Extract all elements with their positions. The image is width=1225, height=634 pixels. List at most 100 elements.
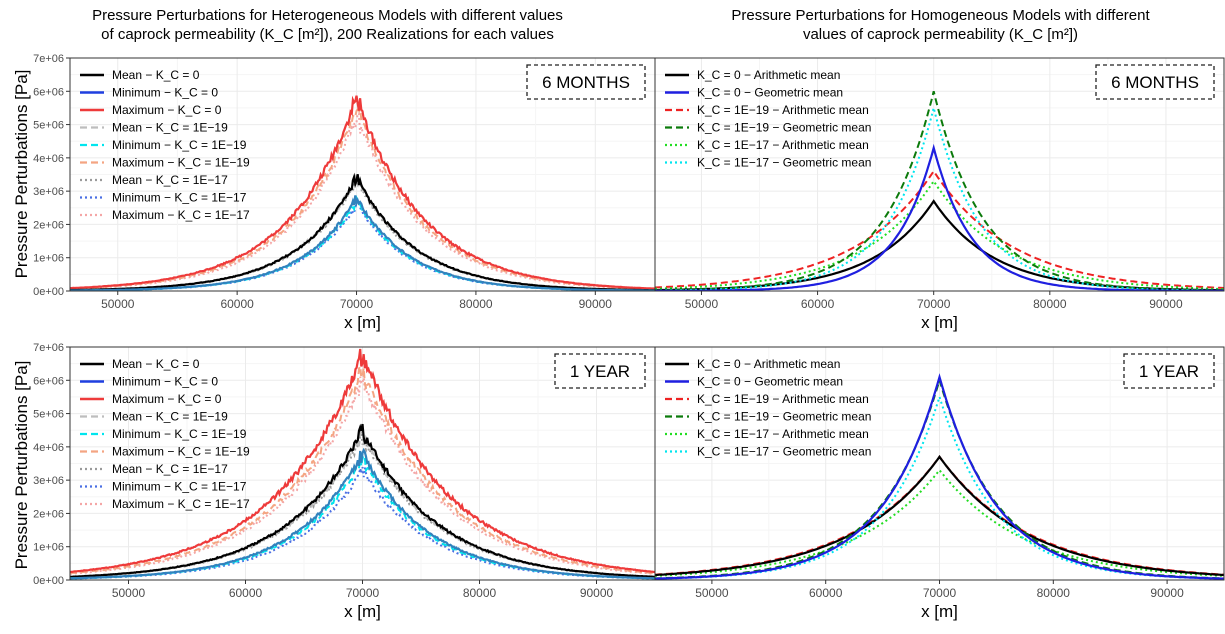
legend: Mean − K_C = 0 Minimum − K_C = 0 Maximum −… [80,68,250,222]
x-tick-label: 80000 [459,297,493,311]
legend-label: K_C = 1E−19 − Geometric mean [697,410,871,424]
right-column-title: Pressure Perturbations for Homogeneous M… [656,6,1225,44]
series-line-k-c-1e-17-arithmetic-mean [655,179,1224,291]
y-tick-label: 5e+06 [33,409,64,421]
series-line-mean-k-c-0 [70,172,655,291]
time-badge-box [1095,64,1215,100]
y-tick-label: 4e+06 [33,442,64,454]
x-tick-label: 70000 [917,297,951,311]
legend-label: Mean − K_C = 1E−17 [112,173,228,187]
x-axis: 50000 60000 70000 80000 90000 x [m] [112,580,614,621]
legend: K_C = 0 − Arithmetic mean K_C = 0 − Geome… [665,68,871,170]
series-group [655,91,1224,291]
y-tick-label: 0e+00 [33,286,64,298]
legend-label: Minimum − K_C = 1E−19 [112,138,247,152]
x-tick-label: 90000 [1149,297,1183,311]
panel-hetero-6m: 50000 60000 70000 80000 90000 x [m] 0e+00 1e+06… [33,53,656,332]
time-badge-box [1123,353,1215,389]
legend: K_C = 0 − Arithmetic mean K_C = 0 − Geome… [665,357,871,459]
x-tick-label: 80000 [1033,297,1067,311]
series-group [655,373,1224,580]
legend-label: Minimum − K_C = 0 [112,86,218,100]
x-axis-title: x [m] [344,602,381,621]
series-line-k-c-1e-17-arithmetic-mean [655,468,1224,577]
x-tick-label: 60000 [229,586,263,600]
series-group [70,95,655,291]
panel-homo-6m: 50000 60000 70000 80000 90000 x [m] K_C = 0 − … [654,57,1225,332]
y-tick-label: 7e+06 [33,342,64,354]
y-tick-label: 0e+00 [33,575,64,587]
series-line-minimum-k-c-0 [70,195,655,291]
legend-label: K_C = 0 − Geometric mean [697,86,843,100]
series-line-maximum-k-c-0 [70,348,655,574]
y-tick-label: 1e+06 [33,253,64,265]
x-tick-label: 50000 [112,586,146,600]
legend-label: Minimum − K_C = 0 [112,375,218,389]
x-axis: 50000 60000 70000 80000 90000 x [m] [685,291,1183,332]
y-tick-label: 2e+06 [33,219,64,231]
legend-label: Mean − K_C = 0 [112,357,200,371]
series-line-k-c-0-arithmetic-mean [655,454,1224,577]
legend-label: Minimum − K_C = 1E−17 [112,480,247,494]
time-badge-label: 1 YEAR [570,362,630,381]
legend-label: Maximum − K_C = 0 [112,103,222,117]
x-tick-label: 90000 [579,297,613,311]
time-badge: 1 YEAR [554,353,646,389]
legend-label: Minimum − K_C = 1E−19 [112,427,247,441]
y-tick-label: 6e+06 [33,86,64,98]
x-tick-label: 90000 [1150,586,1184,600]
panel-homo-1y: 50000 60000 70000 80000 90000 x [m] K_C = 0 − … [654,346,1225,621]
y-tick-label: 4e+06 [33,153,64,165]
series-line-maximum-k-c-1e-17 [70,375,655,575]
legend-label: Maximum − K_C = 1E−19 [112,156,250,170]
legend-label: K_C = 1E−17 − Geometric mean [697,156,871,170]
x-axis-title: x [m] [921,313,958,332]
legend-label: K_C = 1E−17 − Arithmetic mean [697,427,869,441]
y-axis: 0e+00 1e+06 2e+06 3e+06 4e+06 5e+06 6e+06 7e+06 [33,53,70,298]
x-tick-label: 50000 [695,586,729,600]
time-badge-label: 6 MONTHS [542,73,630,92]
x-tick-label: 70000 [346,586,380,600]
x-axis-title: x [m] [344,313,381,332]
legend-label: K_C = 0 − Arithmetic mean [697,357,840,371]
x-tick-label: 60000 [220,297,254,311]
x-axis: 50000 60000 70000 80000 90000 x [m] [695,580,1184,621]
x-tick-label: 50000 [101,297,135,311]
series-line-maximum-k-c-1e-19 [70,362,655,575]
panel-hetero-1y: 50000 60000 70000 80000 90000 x [m] 0e+00 1e+06… [33,342,656,621]
series-line-minimum-k-c-0 [70,447,655,580]
x-tick-label: 60000 [801,297,835,311]
legend-label: K_C = 1E−19 − Arithmetic mean [697,392,869,406]
legend-label: K_C = 1E−19 − Arithmetic mean [697,103,869,117]
legend-label: Mean − K_C = 0 [112,68,200,82]
legend-label: K_C = 1E−17 − Geometric mean [697,445,871,459]
legend-label: K_C = 0 − Geometric mean [697,375,843,389]
left-column-title: Pressure Perturbations for Heterogeneous… [0,6,655,44]
left-title-line1: Pressure Perturbations for Heterogeneous… [92,7,563,24]
time-badge: 6 MONTHS [526,64,646,100]
x-tick-label: 60000 [809,586,843,600]
panel-border [654,57,1225,292]
y-tick-label: 1e+06 [33,542,64,554]
time-badge-label: 6 MONTHS [1111,73,1199,92]
legend-label: K_C = 1E−17 − Arithmetic mean [697,138,869,152]
right-title-line1: Pressure Perturbations for Homogeneous M… [731,7,1150,24]
series-line-k-c-1e-17-geometric-mean [655,107,1224,291]
time-badge: 6 MONTHS [1095,64,1215,100]
legend-label: Maximum − K_C = 1E−19 [112,445,250,459]
y-tick-label: 6e+06 [33,375,64,387]
series-line-k-c-1e-19-geometric-mean [655,91,1224,291]
x-tick-label: 70000 [923,586,957,600]
x-tick-label: 50000 [685,297,719,311]
legend-label: Maximum − K_C = 1E−17 [112,208,250,222]
x-tick-label: 80000 [1037,586,1071,600]
legend-label: Maximum − K_C = 1E−17 [112,497,250,511]
y-tick-label: 3e+06 [33,186,64,198]
series-line-maximum-k-c-0 [70,95,655,290]
y-axis: 0e+00 1e+06 2e+06 3e+06 4e+06 5e+06 6e+06 7e+06 [33,342,70,587]
legend-label: K_C = 1E−19 − Geometric mean [697,121,871,135]
legend: Mean − K_C = 0 Minimum − K_C = 0 Maximum −… [80,357,250,511]
y-tick-label: 2e+06 [33,508,64,520]
legend-label: Minimum − K_C = 1E−17 [112,191,247,205]
